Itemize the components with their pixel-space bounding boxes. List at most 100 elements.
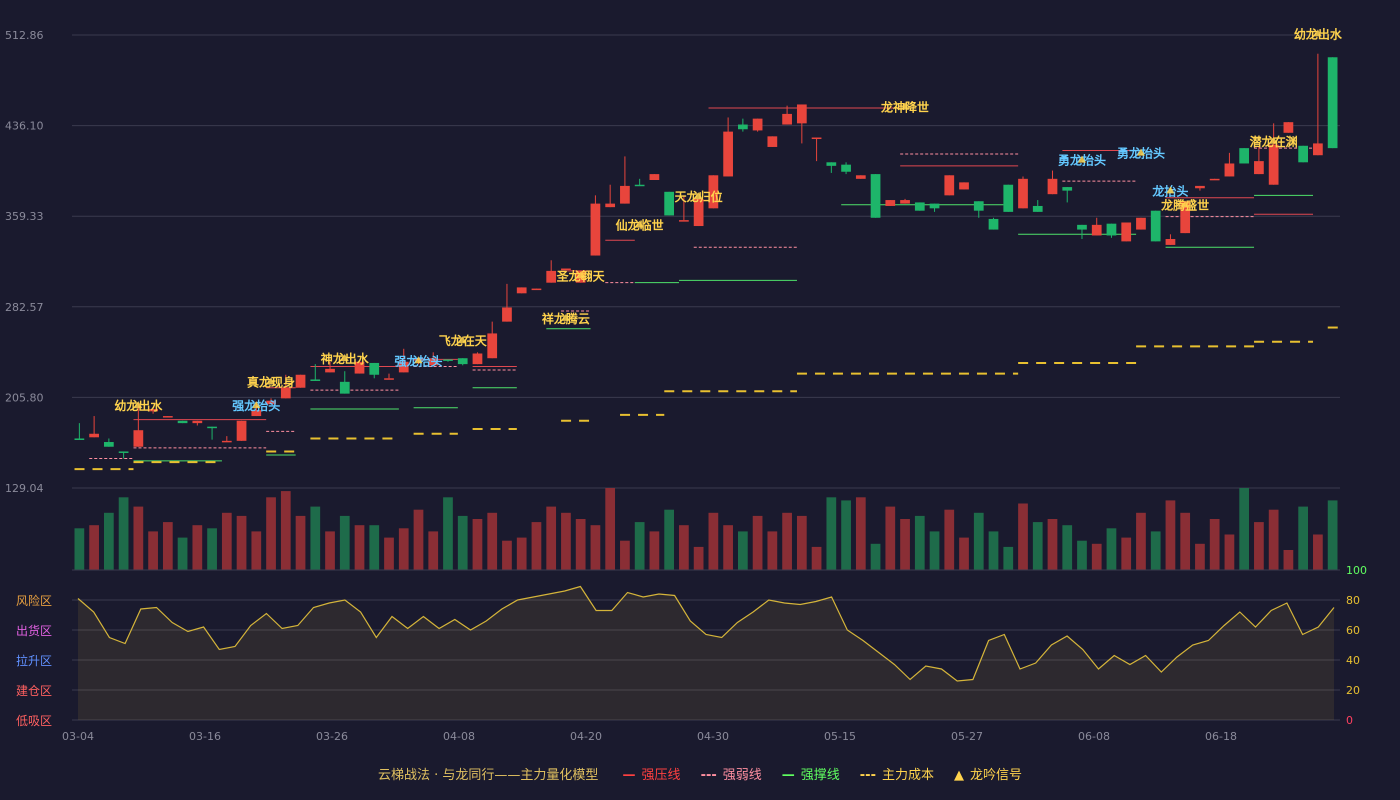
candle-body xyxy=(1268,144,1279,185)
candle-body xyxy=(339,381,350,394)
volume-bar xyxy=(325,531,335,570)
candle-body xyxy=(236,420,247,441)
candle-body xyxy=(1239,148,1250,164)
candle-body xyxy=(1165,239,1176,245)
candle-body xyxy=(900,200,910,204)
volume-bar xyxy=(369,525,380,570)
candle-body xyxy=(959,182,969,190)
volume-bar xyxy=(737,531,748,570)
volume-bar xyxy=(944,509,955,570)
volume-bar xyxy=(103,512,114,570)
candle-body xyxy=(502,307,512,322)
candle-body xyxy=(1327,57,1338,149)
candle-body xyxy=(428,358,439,366)
legend-symbol: — xyxy=(622,768,636,783)
volume-bar xyxy=(236,515,247,570)
legend-item: ▲ 龙吟信号 xyxy=(954,764,1022,783)
volume-bar xyxy=(74,528,85,570)
volume-bar xyxy=(310,506,321,570)
indicator-zone-label: 建仓区 xyxy=(16,684,52,698)
volume-bar xyxy=(516,537,527,570)
volume-bar xyxy=(752,515,763,570)
legend-label: 主力成本 xyxy=(881,768,934,783)
volume-bar xyxy=(1298,506,1309,570)
candle-body xyxy=(487,333,498,359)
date-tick-label: 03-16 xyxy=(189,730,221,743)
candle-body xyxy=(855,175,866,179)
candle-body xyxy=(280,387,291,399)
price-tick-label: 205.80 xyxy=(5,391,44,404)
legend-item: — 强压线 xyxy=(623,764,681,783)
candle-body xyxy=(1047,178,1058,195)
candle-body xyxy=(457,358,468,365)
volume-bar xyxy=(531,522,542,570)
signal-marker xyxy=(414,356,423,364)
candle-body xyxy=(354,361,365,374)
candle-body xyxy=(929,203,940,209)
candle-body xyxy=(443,359,453,361)
volume-bar xyxy=(841,500,851,570)
signal-marker xyxy=(1269,136,1278,144)
volume-bar xyxy=(1239,488,1250,570)
signal-marker xyxy=(635,220,644,228)
candle-body xyxy=(118,451,129,453)
candle-body xyxy=(914,202,925,211)
price-tick-label: 436.10 xyxy=(5,120,44,133)
candle-body xyxy=(782,113,792,125)
candle-body xyxy=(1298,145,1309,163)
legend-symbol: --- xyxy=(700,768,717,783)
signal-marker xyxy=(134,401,143,409)
volume-bar xyxy=(177,537,188,570)
volume-bar xyxy=(1254,522,1264,570)
volume-bar xyxy=(767,531,778,570)
volume-bar xyxy=(1268,509,1279,570)
signal-marker xyxy=(576,271,585,279)
legend-items: — 强压线 --- 强弱线 — 强撑线 --- 主力成本 ▲ 龙吟信号 xyxy=(613,768,1032,783)
candle-body xyxy=(207,426,217,429)
candle-body xyxy=(1180,201,1191,234)
candle-body xyxy=(693,198,704,227)
volume-bar xyxy=(973,512,984,570)
volume-bar xyxy=(133,506,144,570)
candle-body xyxy=(89,433,99,438)
candle-body xyxy=(162,416,173,418)
candle-body xyxy=(384,378,394,380)
volume-bar xyxy=(1327,500,1338,570)
volume-bar xyxy=(280,491,291,570)
volume-bar xyxy=(1062,525,1073,570)
price-tick-label: 129.04 xyxy=(5,482,44,495)
indicator-right-tick: 80 xyxy=(1346,594,1360,607)
volume-bar xyxy=(221,512,232,570)
date-tick-label: 04-20 xyxy=(570,730,602,743)
legend-item: — 强撑线 xyxy=(782,764,840,783)
volume-bar xyxy=(649,531,660,570)
candle-body xyxy=(310,379,321,381)
candle-body xyxy=(1091,224,1102,236)
candle-body xyxy=(752,118,763,131)
candle-body xyxy=(398,361,409,373)
volume-bar xyxy=(118,497,129,570)
candle-body xyxy=(1195,185,1205,189)
candle-body xyxy=(664,191,675,216)
candle-body xyxy=(177,420,188,424)
volume-bar xyxy=(1091,543,1102,570)
candle-body xyxy=(796,104,807,124)
candle-body xyxy=(516,287,527,294)
signal-marker xyxy=(694,192,703,200)
volume-bar xyxy=(693,546,704,570)
signal-marker xyxy=(561,313,570,321)
indicator-right-tick: 0 xyxy=(1346,714,1353,727)
indicator-right-tick: 60 xyxy=(1346,624,1360,637)
date-tick-label: 04-08 xyxy=(443,730,475,743)
volume-bar xyxy=(723,525,733,570)
signal-marker xyxy=(340,353,349,361)
volume-bar xyxy=(664,509,675,570)
date-tick-label: 05-15 xyxy=(824,730,856,743)
volume-bar xyxy=(575,519,586,570)
candle-body xyxy=(885,200,896,206)
candle-body xyxy=(221,440,232,443)
volume-bar xyxy=(929,531,940,570)
candle-body xyxy=(620,185,630,204)
price-tick-label: 359.33 xyxy=(5,210,44,223)
